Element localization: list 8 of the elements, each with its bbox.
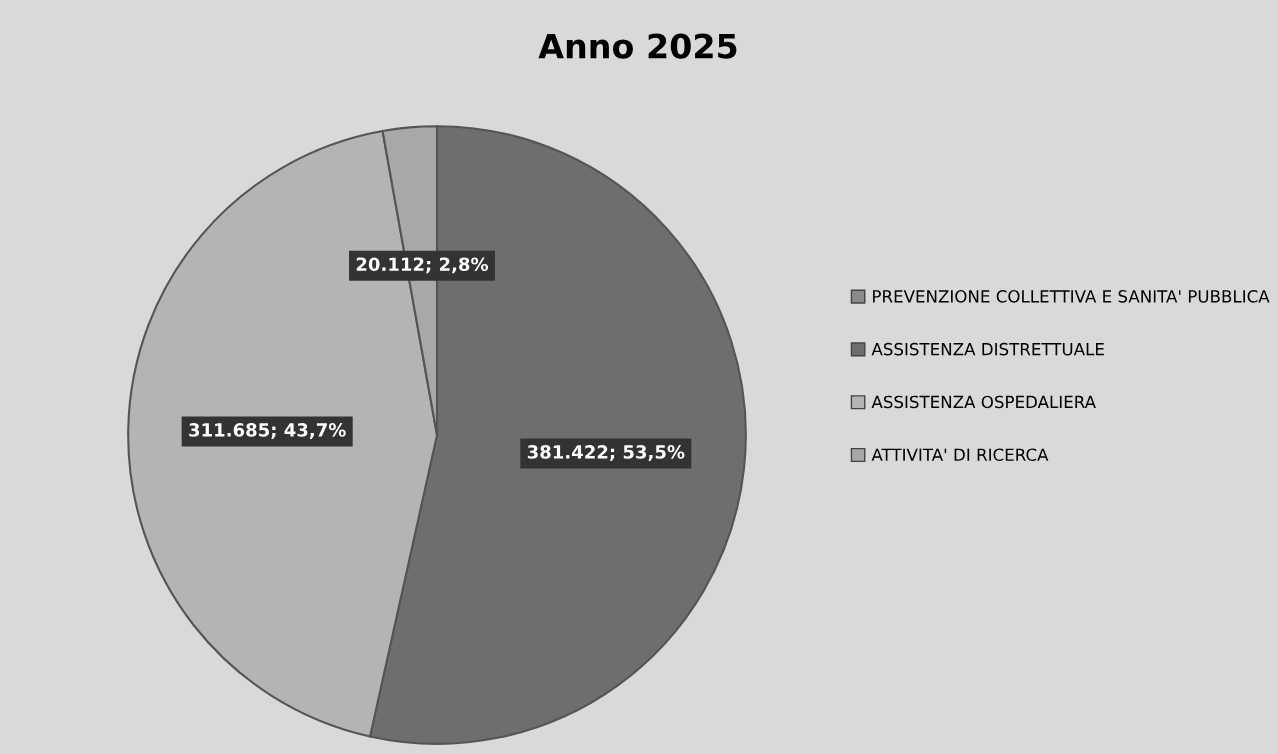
chart-title: Anno 2025: [538, 33, 737, 59]
data-label: 311.685; 43,7%: [189, 423, 346, 440]
data-label: 381.422; 53,5%: [527, 445, 685, 462]
legend-label: ASSISTENZA DISTRETTUALE: [871, 342, 1104, 356]
data-label: 20.112; 2,8%: [356, 257, 489, 274]
legend-label: ASSISTENZA OSPEDALIERA: [871, 395, 1096, 409]
legend-label: ATTIVITA' DI RICERCA: [871, 448, 1049, 462]
legend-label: PREVENZIONE COLLETTIVA E SANITA' PUBBLICA: [873, 290, 1270, 303]
